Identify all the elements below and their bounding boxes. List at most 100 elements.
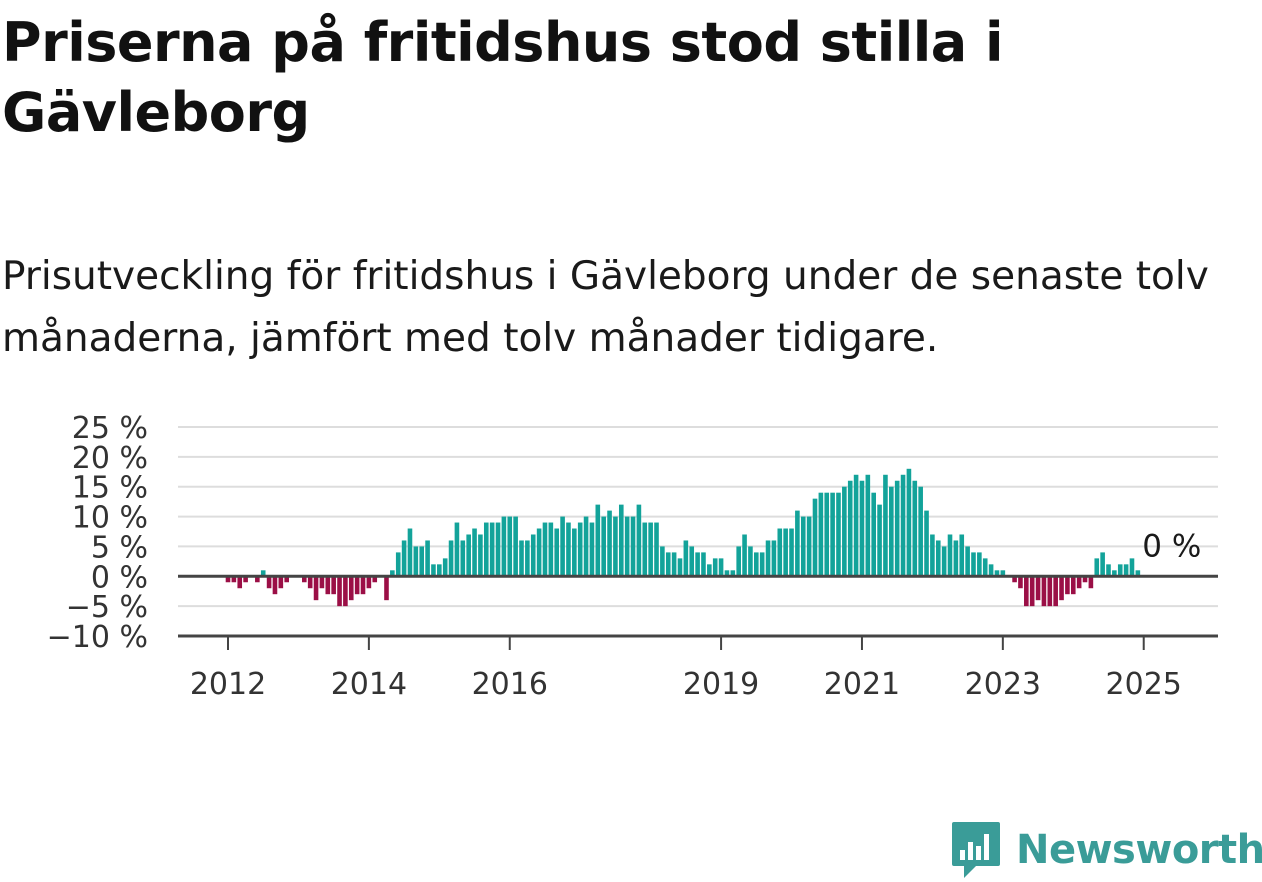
x-tick-labels: 2012 2014 2016 2019 2021 2023 2025 (190, 667, 1182, 702)
bar (971, 552, 976, 577)
bar (724, 570, 730, 577)
y-tick-label: −10 % (47, 620, 148, 655)
bar (1053, 576, 1058, 607)
bar (601, 516, 606, 577)
bar (953, 540, 959, 577)
bar (630, 516, 636, 577)
bar (348, 576, 354, 601)
bar (272, 576, 278, 595)
bar (718, 558, 724, 577)
bar (1018, 576, 1023, 589)
bar (472, 528, 477, 577)
bar (754, 552, 759, 577)
bar (1041, 576, 1047, 607)
bar (795, 510, 800, 577)
bar (442, 558, 448, 577)
bar (566, 522, 571, 577)
bar (912, 480, 918, 577)
y-tick-label: 20 % (72, 441, 148, 476)
bar (266, 576, 272, 589)
bar (554, 528, 560, 577)
bar (407, 528, 413, 577)
bar (536, 528, 542, 577)
bar (460, 540, 466, 577)
bar (648, 522, 653, 577)
bar (636, 504, 642, 577)
bar (395, 552, 401, 577)
bar (683, 540, 689, 577)
bar (542, 522, 548, 577)
bar (889, 486, 894, 577)
bar (982, 558, 988, 577)
bar (977, 552, 982, 577)
bar (613, 516, 618, 577)
bar (689, 546, 695, 577)
bar (548, 522, 554, 577)
y-tick-label: 10 % (72, 501, 148, 536)
bar (1000, 570, 1006, 577)
bar (1029, 576, 1035, 607)
bar (466, 534, 471, 577)
bar (730, 570, 736, 577)
x-tick-label: 2019 (683, 667, 759, 702)
bar (530, 534, 536, 577)
bar (871, 492, 876, 577)
bar (789, 528, 794, 577)
bar (255, 576, 260, 583)
bar (560, 516, 565, 577)
bar (947, 534, 953, 577)
bar (607, 510, 612, 577)
bar (1094, 558, 1100, 577)
x-tick-label: 2021 (824, 667, 900, 702)
bar (302, 576, 307, 583)
bar (337, 576, 342, 607)
bar (618, 504, 624, 577)
bar (589, 522, 595, 577)
bar (1123, 564, 1129, 577)
bar (842, 486, 847, 577)
bar (906, 468, 912, 577)
axes (178, 574, 1218, 650)
bar (237, 576, 243, 589)
bar (284, 576, 289, 583)
bar (707, 564, 712, 577)
y-tick-label: 0 % (91, 560, 148, 595)
bar (448, 540, 454, 577)
bar (853, 474, 859, 577)
bar (1035, 576, 1041, 601)
bar (278, 576, 284, 589)
bar (431, 564, 436, 577)
bar (783, 528, 788, 577)
y-tick-label: 15 % (72, 471, 148, 506)
bar (654, 522, 659, 577)
bar (818, 492, 824, 577)
bar (660, 546, 665, 577)
bar (677, 558, 683, 577)
bar (489, 522, 495, 577)
bar (941, 546, 947, 577)
gridlines (178, 426, 1218, 608)
y-tick-label: −5 % (66, 590, 148, 625)
chart-subtitle: Prisutveckling för fritidshus i Gävlebor… (2, 254, 1209, 361)
bar (260, 570, 266, 577)
bar (513, 516, 518, 577)
bar (965, 546, 970, 577)
y-tick-label: 25 % (72, 411, 148, 446)
bar (894, 480, 900, 577)
bar (736, 546, 741, 577)
bar (519, 540, 524, 577)
bar (307, 576, 313, 589)
latest-value-annotation: 0 % (1142, 528, 1201, 564)
bar (325, 576, 331, 595)
bar (437, 564, 442, 577)
bar (595, 504, 601, 577)
bar (343, 576, 348, 607)
bar (419, 546, 425, 577)
bar (1135, 570, 1141, 577)
chart-title: Priserna på fritidshus stod stilla i Gäv… (2, 11, 1004, 144)
bar (225, 576, 231, 583)
bar (390, 570, 395, 577)
bar (1065, 576, 1070, 595)
bar (1076, 576, 1082, 589)
bar (988, 564, 994, 577)
